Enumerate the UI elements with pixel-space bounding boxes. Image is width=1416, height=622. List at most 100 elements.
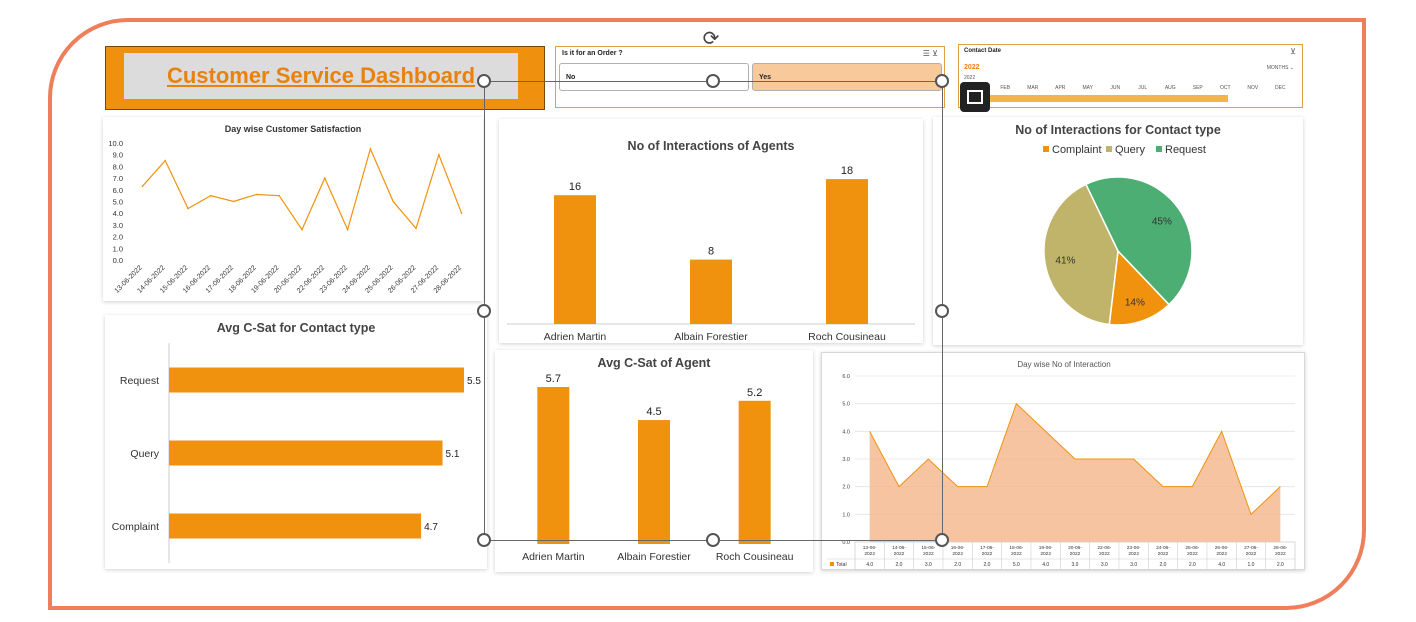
x-tick-label: 15-06- [921,545,935,551]
timeline-month-may[interactable]: MAY [1082,85,1093,91]
resize-handle-bottom-right[interactable] [935,533,949,547]
legend-marker [1156,146,1162,152]
x-tick-label: 22-06- [1097,545,1111,551]
x-tick-label: 19-06- [1039,545,1053,551]
timeline-month-oct[interactable]: OCT [1219,85,1231,91]
x-tick-label: 16-06- [951,545,965,551]
y-tick-label: 6.0 [113,186,123,195]
bar [738,400,771,544]
resize-handle-left[interactable] [477,304,491,318]
line-point [141,185,144,188]
bar [537,387,570,544]
timeline-month-feb[interactable]: FEB [1000,85,1011,91]
csat-contact-type-card: Avg C-Sat for Contact type 5.5 Request 5.1 Q… [105,315,487,569]
data-table-cell: 2.0 [1189,562,1196,568]
x-tick-label: Albain Forestier [674,331,748,343]
timeline-month-nov[interactable]: NOV [1247,85,1259,91]
timeline-month-aug[interactable]: AUG [1164,85,1176,91]
y-tick-label: 2.0 [113,233,123,242]
data-label: 5.1 [446,449,460,460]
x-tick-label: 2022 [952,551,963,557]
y-tick-label: Request [120,375,159,387]
timeline-month-jun[interactable]: JUN [1110,85,1121,91]
x-tick-label: 2022 [923,551,934,557]
x-tick-label: 17-06- [980,545,994,551]
data-table-cell: 2.0 [896,562,903,568]
x-tick-label: 2022 [864,551,875,557]
rotate-handle-icon[interactable]: ⟳ [702,28,720,50]
timeline-year: 2022 [964,64,980,71]
y-tick-label: Complaint [112,521,159,533]
line-point [164,159,166,162]
slicer-option-yes[interactable]: Yes [752,63,942,91]
resize-handle-top-right[interactable] [935,74,949,88]
slicer-option-no[interactable]: No [559,63,749,91]
timeline-image-icon[interactable] [960,82,990,112]
csat-agent-card: Avg C-Sat of Agent 5.7 Adrien Martin 4.5 Alb… [495,350,813,572]
chart-title: Avg C-Sat of Agent [598,356,712,370]
line-point [415,227,417,230]
x-tick-label: 2022 [1275,551,1286,557]
y-tick-label: 5.0 [113,198,123,207]
resize-handle-bottom[interactable] [706,533,720,547]
chart-title: Day wise No of Interaction [1017,360,1110,369]
timeline-year-small: 2022 [964,75,976,81]
resize-handle-top[interactable] [706,74,720,88]
x-tick-label: 25-06- [1185,545,1199,551]
legend-label: Request [1165,144,1206,156]
pie-slice [1108,249,1171,326]
data-label: 8 [708,246,714,258]
data-table-cell: 4.0 [866,562,873,568]
timeline-level-select[interactable]: MONTHS ⌄ [1266,65,1294,71]
resize-handle-top-left[interactable] [477,74,491,88]
timeline-month-jul[interactable]: JUL [1138,85,1148,91]
y-tick-label: 5.0 [842,402,850,408]
line-point [392,200,395,203]
bar [169,513,422,539]
x-tick-label: 2022 [1011,551,1022,557]
x-tick-label: 2022 [1070,551,1081,557]
x-tick-label: 2022 [1128,551,1139,557]
timeline-month-sep[interactable]: SEP [1192,85,1203,91]
contact-type-pie-card: No of Interactions for Contact type Compl… [933,117,1303,345]
line-point [210,194,212,197]
satisfaction-line-chart: Day wise Customer Satisfaction 0.0 1.0 2.0 3… [108,124,463,295]
data-table-cell: 2.0 [1160,562,1167,568]
multi-select-icon[interactable]: ☰ [922,49,930,58]
pie-slice [1084,176,1193,306]
resize-handle-bottom-left[interactable] [477,533,491,547]
data-table-cell: 2.0 [954,562,961,568]
dashboard-title[interactable]: Customer Service Dashboard [166,63,476,88]
x-tick-label: Roch Cousineau [716,551,794,563]
y-tick-label: 2.0 [842,485,850,491]
chart-title: No of Interactions for Contact type [1015,123,1221,137]
y-tick-label: 0.0 [113,256,123,265]
line-point [301,228,303,231]
data-label: 5.2 [747,387,762,399]
bar [638,420,670,544]
slicer-icons: ☰ ⊻ [923,49,938,58]
x-tick-label: 2022 [982,551,993,557]
line-point [232,200,235,203]
bar [826,179,868,324]
data-table-cell: 3.0 [1130,562,1137,568]
timeline-selection-bar[interactable] [964,95,1228,102]
resize-handle-right[interactable] [935,304,949,318]
data-table-cell: 4.0 [1042,562,1049,568]
x-tick-label: 2022 [1099,551,1110,557]
clear-filter-icon[interactable]: ⊻ [932,49,938,58]
title-banner: Customer Service Dashboard [105,46,545,110]
x-tick-label: 20-06- [1068,545,1082,551]
data-label: 41% [1055,256,1075,267]
data-table-row-label: Total [836,562,847,568]
clear-filter-icon[interactable]: ⊻ [1290,47,1296,56]
title-inner: Customer Service Dashboard [124,53,518,99]
y-tick-label: 10.0 [108,139,123,148]
timeline-month-apr[interactable]: APR [1055,85,1066,91]
line-point [346,228,349,231]
timeline-month-mar[interactable]: MAR [1027,85,1039,91]
data-table-legend-key [830,562,834,566]
timeline-month-dec[interactable]: DEC [1274,85,1286,91]
data-table-cell: 2.0 [984,562,991,568]
contact-date-timeline: Contact Date ⊻ 2022 2022 MONTHS ⌄ JANFEB… [958,44,1303,108]
